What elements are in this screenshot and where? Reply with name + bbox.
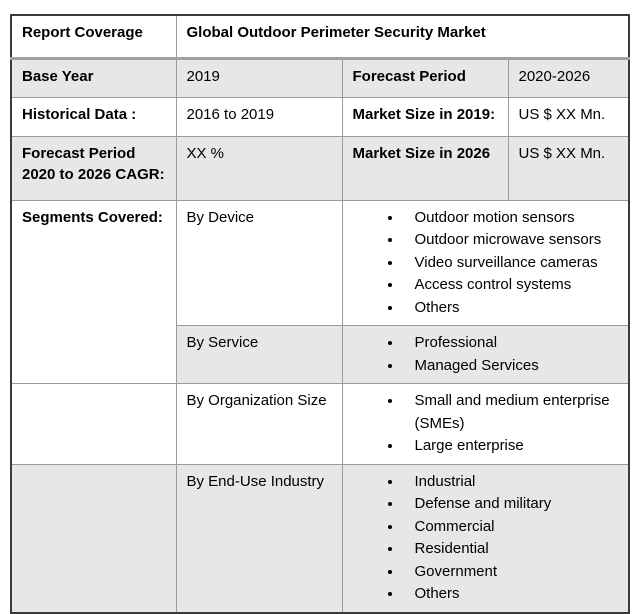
bullet-item: Others [403,297,621,320]
table-row-segment-service: By Service Professional Managed Services [11,325,630,384]
table-row-segment-device: Segments Covered: By Device Outdoor moti… [10,199,630,384]
bullet-item: Large enterprise [403,435,621,458]
bullet-item: Professional [403,332,621,355]
report-coverage-page: Report Coverage Global Outdoor Perimeter… [0,0,638,566]
report-coverage-value: Global Outdoor Perimeter Security Market [175,14,630,60]
bullet-item: Managed Services [403,355,621,378]
table-row-cagr: Forecast Period 2020 to 2026 CAGR: XX % … [10,135,630,201]
market-size-2026-value: US $ XX Mn. [507,135,630,201]
bullet-item: Outdoor motion sensors [403,207,621,230]
device-bullet-list: Outdoor motion sensors Outdoor microwave… [353,207,621,320]
table-row-base-year: Base Year 2019 Forecast Period 2020-2026 [10,57,630,98]
segments-covered-label: Segments Covered: [10,199,177,384]
cagr-label: Forecast Period 2020 to 2026 CAGR: [10,135,177,201]
base-year-value: 2019 [175,57,343,98]
table-row-segment-organization-size: By Organization Size Small and medium en… [10,383,630,465]
segment-group-orgsize-items: Small and medium enterprise (SMEs) Large… [341,383,630,465]
segment-group-enduse-items: Industrial Defense and military Commerci… [341,463,630,613]
bullet-item: Access control systems [403,274,621,297]
forecast-period-label: Forecast Period [341,57,509,98]
bullet-item: Small and medium enterprise (SMEs) [403,390,621,435]
table-row-segment-end-use: By End-Use Industry Industrial Defense a… [10,463,630,613]
table-row-historical-data: Historical Data : 2016 to 2019 Market Si… [10,96,630,137]
base-year-label: Base Year [10,57,177,98]
enduse-bullet-list: Industrial Defense and military Commerci… [353,471,621,606]
report-coverage-table: Report Coverage Global Outdoor Perimeter… [10,14,630,614]
forecast-period-value: 2020-2026 [507,57,630,98]
segment-group-enduse-label: By End-Use Industry [175,463,343,613]
bullet-item: Video surveillance cameras [403,252,621,275]
bullet-item: Government [403,561,621,584]
market-size-2019-label: Market Size in 2019: [341,96,509,137]
historical-data-value: 2016 to 2019 [175,96,343,137]
segment-group-orgsize-label: By Organization Size [175,383,343,465]
segments-covered-spacer [10,463,177,613]
bullet-item: Residential [403,538,621,561]
report-coverage-label: Report Coverage [10,14,177,60]
cagr-value: XX % [175,135,343,201]
bullet-item: Outdoor microwave sensors [403,229,621,252]
segments-covered-spacer [10,383,177,465]
segment-group-device-label: By Device [175,199,343,326]
bullet-item: Commercial [403,516,621,539]
orgsize-bullet-list: Small and medium enterprise (SMEs) Large… [353,390,621,458]
segment-group-service-items: Professional Managed Services [341,325,630,384]
historical-data-label: Historical Data : [10,96,177,137]
table-row-report-coverage: Report Coverage Global Outdoor Perimeter… [10,14,630,60]
segment-group-device-items: Outdoor motion sensors Outdoor microwave… [341,199,630,326]
market-size-2026-label: Market Size in 2026 [341,135,509,201]
bullet-item: Industrial [403,471,621,494]
bullet-item: Others [403,583,621,606]
bullet-item: Defense and military [403,493,621,516]
segment-group-service-label: By Service [175,325,343,384]
service-bullet-list: Professional Managed Services [353,332,621,377]
market-size-2019-value: US $ XX Mn. [507,96,630,137]
